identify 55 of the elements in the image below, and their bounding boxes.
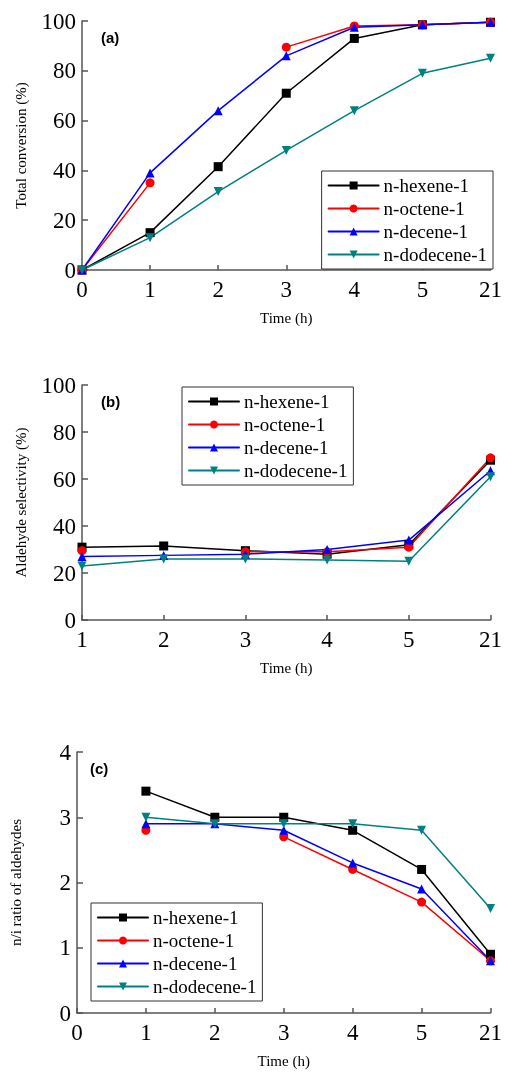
y-tick-label: 0 (64, 257, 76, 283)
x-tick-label: 4 (348, 277, 361, 302)
y-tick-label: 60 (53, 466, 76, 492)
legend-label: n-dodecene-1 (383, 244, 487, 265)
x-tick-label: 4 (346, 1020, 359, 1045)
y-tick-label: 4 (59, 739, 72, 765)
x-tick-label: 3 (239, 627, 252, 652)
legend-label: n-dodecene-1 (244, 460, 348, 481)
y-tick-label: 100 (41, 372, 76, 398)
x-tick-label: 21 (479, 627, 502, 652)
x-tick-label: 5 (415, 1020, 428, 1045)
x-tick-label: 3 (280, 277, 292, 302)
legend-label: n-decene-1 (244, 437, 329, 458)
legend-label: n-octene-1 (153, 930, 235, 951)
y-axis-title: Aldehyde selectivity (%) (12, 427, 30, 578)
legend-label: n-octene-1 (244, 414, 326, 435)
x-tick-label: 4 (321, 627, 334, 652)
y-tick-label: 1 (59, 935, 71, 961)
x-tick-label: 2 (212, 277, 224, 302)
y-tick-label: 20 (53, 207, 76, 233)
y-tick-label: 40 (53, 157, 76, 183)
y-axis-title: Total conversion (%) (12, 82, 30, 209)
x-tick-label: 5 (403, 627, 415, 652)
text: (c) (90, 760, 109, 777)
x-tick-label: 21 (479, 1020, 502, 1045)
legend-label: n-hexene-1 (153, 907, 239, 928)
y-tick-label: 0 (64, 607, 76, 633)
legend-label: n-hexene-1 (244, 391, 330, 412)
y-tick-label: 3 (59, 804, 71, 830)
text: (a) (101, 29, 120, 46)
y-tick-label: 100 (41, 8, 76, 34)
y-tick-label: 80 (53, 58, 76, 84)
y-tick-label: 60 (53, 108, 76, 134)
legend-label: n-decene-1 (383, 221, 468, 242)
legend-label: n-octene-1 (383, 198, 465, 219)
legend-label: n-dodecene-1 (153, 976, 257, 997)
y-axis-title: n/i ratio of aldehydes (7, 818, 24, 947)
x-tick-label: 1 (140, 1020, 152, 1045)
y-tick-label: 0 (59, 1000, 71, 1026)
y-tick-label: 80 (53, 419, 76, 445)
x-tick-label: 2 (157, 627, 170, 652)
text: (b) (101, 393, 121, 410)
x-axis-title: Time (h) (260, 309, 313, 327)
y-tick-label: 40 (53, 513, 76, 539)
x-tick-label: 2 (209, 1020, 221, 1045)
x-axis-title: Time (h) (260, 659, 313, 677)
x-tick-label: 1 (144, 277, 156, 302)
legend-label: n-decene-1 (153, 953, 238, 974)
x-axis-title: Time (h) (257, 1052, 310, 1070)
x-tick-label: 5 (416, 277, 429, 302)
x-tick-label: 3 (278, 1020, 290, 1045)
x-tick-label: 21 (479, 277, 502, 302)
y-tick-label: 20 (53, 560, 76, 586)
legend-label: n-hexene-1 (383, 175, 470, 196)
y-tick-label: 2 (59, 870, 71, 895)
